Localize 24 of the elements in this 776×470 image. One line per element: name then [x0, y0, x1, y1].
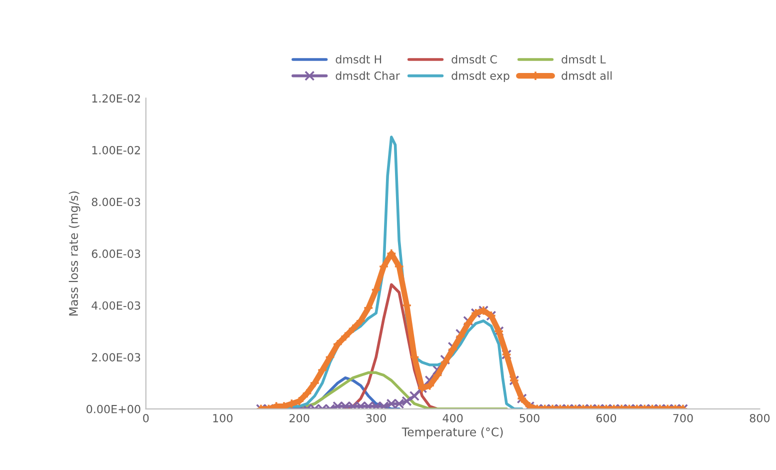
y-tick-label: 4.00E-03: [92, 301, 140, 310]
y-tick-label: 6.00E-03: [92, 250, 140, 258]
y-tick-label: 2.00E-03: [92, 353, 140, 362]
legend-label: dmsdt L: [562, 54, 606, 64]
x-tick-label: 500: [520, 414, 540, 422]
legend-label: dmsdt C: [452, 54, 497, 64]
x-tick-label: 200: [290, 414, 310, 422]
y-tick-label: 1.20E-02: [92, 94, 140, 103]
x-tick-label: 400: [442, 414, 463, 422]
y-tick-label: 1.00E-02: [92, 146, 140, 154]
x-tick-label: 100: [213, 414, 232, 422]
x-tick-label: 300: [366, 414, 386, 422]
x-tick-label: 600: [596, 414, 616, 422]
x-tick-label: 0: [143, 414, 149, 422]
y-axis-title: Mass loss rate (mg/s): [68, 192, 80, 316]
x-tick-label: 800: [750, 414, 770, 422]
y-tick-label: 0.00E+00: [86, 404, 140, 414]
legend-label: dmsdt all: [562, 71, 612, 80]
legend-label: dmsdt exp: [452, 71, 510, 82]
x-tick-label: 700: [673, 414, 693, 422]
y-tick-label: 8.00E-03: [92, 198, 140, 206]
legend-label: dmsdt H: [336, 54, 382, 64]
legend-label: dmsdt Char: [336, 71, 400, 80]
x-axis-title: Temperature (°C): [402, 427, 503, 439]
